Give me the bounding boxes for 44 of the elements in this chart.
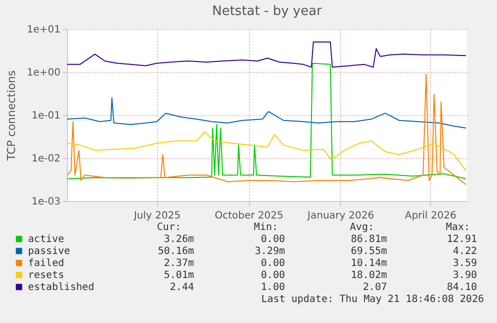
y-tick-label: 1e-01 <box>32 110 60 122</box>
text: 50.16m <box>158 246 194 257</box>
text: 1.00 <box>260 282 285 293</box>
y-axis-title: TCP connections <box>4 70 18 162</box>
text: 10.14m <box>350 258 387 269</box>
x-tick-label: October 2025 <box>214 210 284 222</box>
y-tick-label: 1e-02 <box>32 154 60 164</box>
text: 2.07 <box>362 282 387 293</box>
text: 84.10 <box>446 282 477 293</box>
text: 12.91 <box>446 234 477 245</box>
text: 3.26m <box>164 234 194 245</box>
legend-label: failed <box>28 258 64 269</box>
text: Avg: <box>350 222 374 233</box>
text: 2.37m <box>164 258 194 269</box>
text: Cur: <box>156 222 181 233</box>
legend-label: active <box>28 234 64 245</box>
text: 18.02m <box>350 270 387 281</box>
y-tick-label: 1e-03 <box>32 196 60 208</box>
y-tick-label: 1e+01 <box>26 24 60 36</box>
text: Max: <box>446 222 470 233</box>
text: 3.59 <box>452 258 477 269</box>
text: 69.55m <box>350 246 387 257</box>
y-tick-label: 1e+00 <box>26 68 60 78</box>
text: Last update: Thu May 21 18:46:08 2026 <box>261 294 484 305</box>
text: 5.01m <box>164 270 194 281</box>
x-tick-label: January 2026 <box>306 210 374 222</box>
line-series <box>67 41 466 68</box>
text: 0.00 <box>260 258 285 269</box>
x-tick-label: July 2025 <box>132 210 181 222</box>
legend-label: established <box>28 282 94 293</box>
line-series <box>67 132 466 172</box>
text: 3.29m <box>254 246 285 257</box>
line-series <box>67 97 466 128</box>
legend-label: resets <box>28 270 64 281</box>
text: 3.90 <box>452 270 477 281</box>
x-tick-label: April 2026 <box>404 210 456 222</box>
chart-title: Netstat - by year <box>212 4 323 19</box>
text: 0.00 <box>260 234 285 245</box>
text: 86.81m <box>350 234 387 245</box>
text: 4.22 <box>452 246 477 257</box>
text: Min: <box>254 222 278 233</box>
text: 2.44 <box>170 282 194 293</box>
legend-label: passive <box>28 246 70 257</box>
text: 0.00 <box>260 270 285 281</box>
